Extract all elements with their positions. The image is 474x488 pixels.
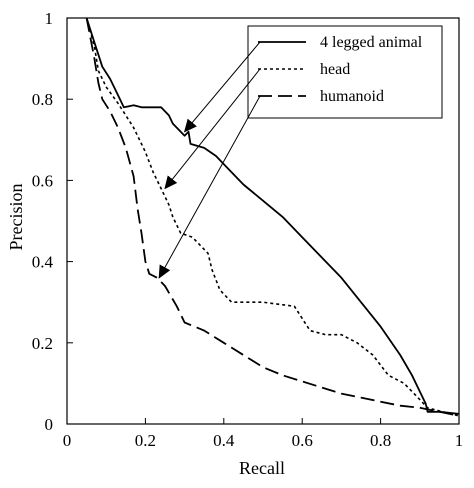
legend: 4 legged animal head humanoid bbox=[247, 25, 443, 119]
y-tick-label: 0 bbox=[45, 415, 54, 434]
y-axis-label: Precision bbox=[6, 184, 26, 251]
x-tick-label: 0 bbox=[63, 431, 72, 450]
arrow-head bbox=[164, 68, 261, 190]
axes bbox=[66, 17, 460, 425]
series-line-head bbox=[85, 17, 460, 417]
x-tick-label: 0.6 bbox=[292, 431, 313, 450]
series-layer bbox=[85, 17, 460, 417]
arrow-4-legged-animal bbox=[183, 41, 261, 133]
x-tick-label: 0.4 bbox=[213, 431, 235, 450]
legend-label: head bbox=[320, 61, 350, 78]
x-tick-label: 1 bbox=[455, 431, 464, 450]
plot-frame bbox=[66, 17, 460, 425]
ticks: 0 0.2 0.4 0.6 0.8 1 0 0.2 0.4 0.6 0.8 1 bbox=[32, 9, 464, 450]
series-line-4-legged-animal bbox=[85, 17, 460, 415]
x-tick-label: 0.2 bbox=[135, 431, 156, 450]
y-tick-label: 0.2 bbox=[32, 334, 53, 353]
x-tick-label: 0.8 bbox=[370, 431, 391, 450]
y-tick-label: 0.6 bbox=[32, 171, 53, 190]
arrow-humanoid bbox=[158, 95, 261, 279]
y-tick-label: 1 bbox=[45, 9, 54, 28]
annotation-arrows bbox=[158, 41, 261, 279]
y-tick-label: 0.4 bbox=[32, 253, 54, 272]
series-line-humanoid bbox=[85, 17, 460, 417]
x-axis-label: Recall bbox=[239, 458, 285, 478]
y-tick-label: 0.8 bbox=[32, 90, 53, 109]
legend-label: humanoid bbox=[320, 88, 384, 105]
legend-label: 4 legged animal bbox=[320, 34, 423, 51]
